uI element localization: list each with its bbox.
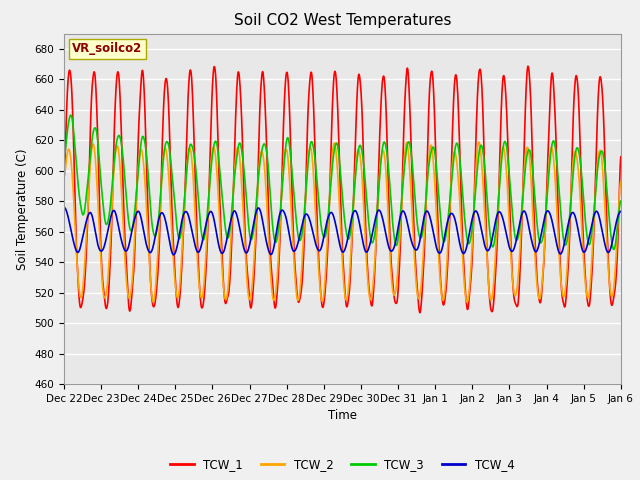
TCW_3 [378,156,385,161]
TCW_4 [170,252,177,258]
TCW_1 [296,294,304,300]
TCW_1 [416,310,424,315]
TCW_1 [126,308,134,314]
TCW_3 [617,198,625,204]
Text: VR_soilco2: VR_soilco2 [72,42,143,55]
TCW_3 [308,139,316,145]
TCW_2 [103,284,111,290]
TCW_3 [318,229,326,235]
Line: TCW_3: TCW_3 [64,115,621,250]
TCW_4 [60,204,68,210]
TCW_2 [463,300,471,305]
TCW_4 [617,208,625,214]
TCW_1 [318,301,326,307]
X-axis label: Time: Time [328,409,357,422]
TCW_1 [308,72,316,77]
TCW_4 [297,228,305,234]
TCW_1 [103,304,111,310]
TCW_2 [475,139,483,145]
TCW_4 [126,239,134,244]
TCW_4 [308,226,316,232]
TCW_3 [610,247,618,252]
TCW_2 [617,179,625,184]
Legend: TCW_1, TCW_2, TCW_3, TCW_4: TCW_1, TCW_2, TCW_3, TCW_4 [166,454,519,476]
TCW_2 [296,285,304,291]
Title: Soil CO2 West Temperatures: Soil CO2 West Temperatures [234,13,451,28]
TCW_2 [308,150,316,156]
TCW_3 [297,237,305,242]
TCW_2 [126,295,134,300]
TCW_1 [524,63,532,69]
Y-axis label: Soil Temperature (C): Soil Temperature (C) [16,148,29,270]
TCW_1 [60,175,68,181]
Line: TCW_1: TCW_1 [64,66,621,312]
TCW_3 [126,227,134,232]
TCW_4 [103,231,111,237]
TCW_3 [67,112,74,118]
TCW_4 [378,211,385,216]
TCW_3 [60,153,68,159]
TCW_1 [377,105,385,110]
TCW_1 [617,154,625,160]
Line: TCW_2: TCW_2 [64,142,621,302]
TCW_4 [318,242,326,248]
TCW_3 [104,220,111,226]
TCW_2 [318,298,326,303]
TCW_2 [377,156,385,162]
Line: TCW_4: TCW_4 [64,207,621,255]
TCW_2 [60,174,68,180]
